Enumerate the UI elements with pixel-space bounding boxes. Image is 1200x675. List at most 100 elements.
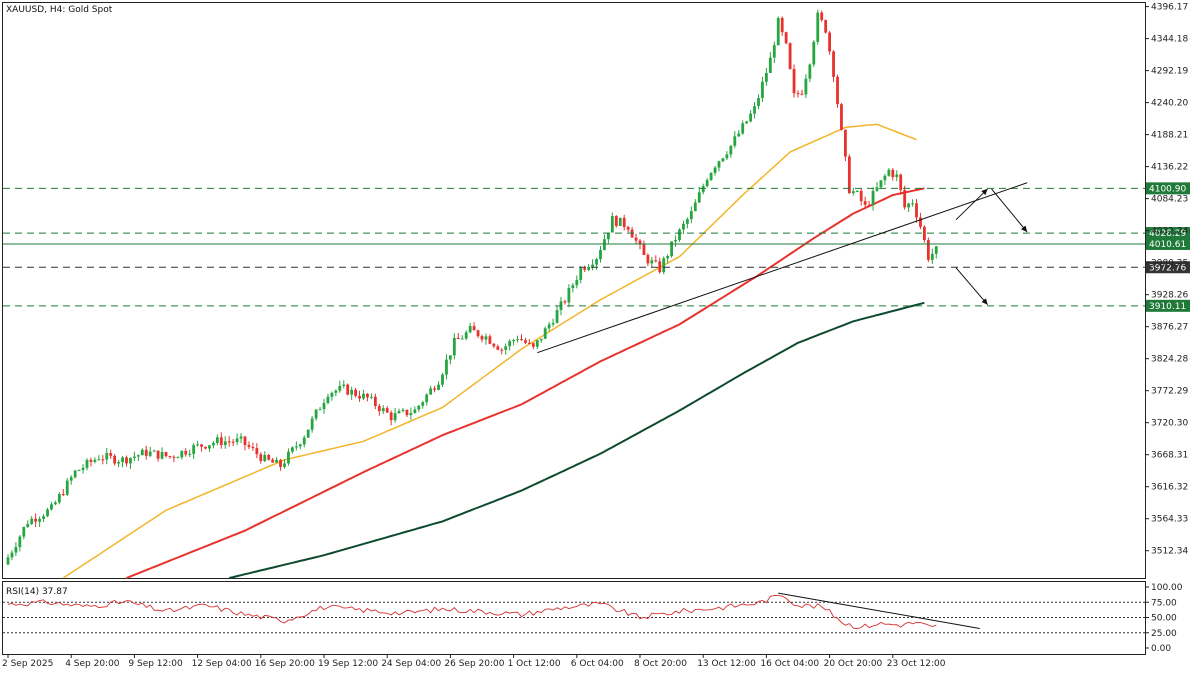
candle bbox=[832, 50, 835, 83]
rsi-tick-label: 100.00 bbox=[1151, 583, 1183, 593]
candle bbox=[713, 166, 717, 176]
candle-body bbox=[768, 57, 772, 73]
candle bbox=[255, 443, 259, 459]
candle-body bbox=[326, 396, 330, 403]
candle bbox=[38, 516, 41, 527]
candle bbox=[180, 450, 184, 460]
candle bbox=[472, 322, 476, 331]
candle bbox=[796, 90, 800, 98]
candle bbox=[200, 443, 203, 452]
rsi-pane-frame bbox=[2, 581, 1146, 655]
candle-body bbox=[279, 459, 282, 468]
candle-body bbox=[275, 459, 278, 463]
candle-body bbox=[188, 453, 192, 455]
candle bbox=[377, 403, 381, 416]
candle bbox=[231, 438, 235, 447]
candle-body bbox=[674, 239, 677, 242]
candle bbox=[445, 354, 448, 380]
candle-body bbox=[223, 441, 227, 446]
candle-body bbox=[381, 408, 385, 412]
candle bbox=[291, 446, 294, 454]
candle-body bbox=[792, 68, 796, 94]
candle bbox=[437, 381, 440, 391]
candle bbox=[26, 520, 30, 528]
candle bbox=[492, 342, 496, 349]
candle bbox=[219, 432, 223, 449]
candle-body bbox=[662, 258, 666, 273]
candle bbox=[267, 454, 271, 461]
candle bbox=[298, 443, 302, 449]
candle-body bbox=[456, 337, 460, 340]
candle-body bbox=[117, 462, 120, 464]
candle bbox=[571, 283, 575, 293]
candle-body bbox=[875, 187, 879, 191]
candle bbox=[610, 212, 614, 233]
candle bbox=[46, 507, 49, 518]
candle bbox=[208, 445, 211, 452]
candle bbox=[784, 31, 788, 45]
price-level-label: 4028.29 bbox=[1149, 229, 1186, 239]
candle bbox=[223, 436, 227, 449]
candle bbox=[144, 445, 148, 460]
candle-body bbox=[133, 456, 136, 458]
candle-body bbox=[433, 388, 436, 390]
candle-body bbox=[401, 409, 405, 412]
candle-body bbox=[563, 301, 567, 303]
candle bbox=[212, 440, 215, 449]
price-tick-label: 4032.24 bbox=[1151, 227, 1188, 237]
time-tick-label: 20 Oct 20:00 bbox=[824, 659, 883, 669]
candle-body bbox=[500, 349, 504, 351]
candle bbox=[366, 393, 369, 402]
candle-body bbox=[362, 393, 365, 399]
candle bbox=[235, 433, 239, 446]
candle bbox=[504, 343, 508, 355]
candle-body bbox=[682, 223, 685, 230]
candle-body bbox=[614, 216, 618, 226]
candle-body bbox=[172, 456, 176, 458]
candle-body bbox=[105, 453, 109, 460]
rsi-tick-label: 75.00 bbox=[1151, 598, 1177, 608]
price-tick-label: 3512.34 bbox=[1151, 547, 1188, 557]
candle bbox=[725, 151, 729, 161]
candle bbox=[840, 102, 843, 131]
candle bbox=[618, 217, 622, 227]
candle-body bbox=[377, 406, 381, 412]
candle-body bbox=[417, 405, 421, 410]
candle bbox=[919, 212, 922, 230]
candle-body bbox=[204, 446, 207, 449]
candle bbox=[717, 160, 721, 172]
candle bbox=[757, 94, 760, 110]
candle-body bbox=[425, 394, 429, 403]
candle-body bbox=[595, 259, 598, 265]
candle-body bbox=[405, 409, 409, 416]
candle-body bbox=[575, 279, 579, 286]
candle-body bbox=[413, 409, 417, 414]
candle bbox=[650, 257, 654, 268]
scenario-arrow bbox=[955, 267, 988, 305]
candle bbox=[188, 449, 192, 457]
candle-body bbox=[753, 106, 756, 114]
price-level-badge bbox=[1146, 227, 1190, 240]
time-tick-label: 24 Sep 04:00 bbox=[381, 659, 441, 669]
candle-body bbox=[903, 190, 907, 208]
price-tick-label: 3980.25 bbox=[1151, 259, 1188, 269]
candle bbox=[749, 110, 752, 123]
candle bbox=[97, 455, 101, 461]
candle-body bbox=[263, 454, 267, 462]
candle bbox=[867, 200, 871, 207]
time-tick-label: 19 Sep 12:00 bbox=[318, 659, 378, 669]
candle bbox=[93, 457, 97, 464]
candle-body bbox=[512, 340, 515, 342]
price-tick-label: 3876.27 bbox=[1151, 323, 1188, 333]
candle bbox=[555, 305, 559, 324]
candle-body bbox=[531, 343, 535, 347]
candle-body bbox=[370, 396, 373, 398]
candle-body bbox=[22, 526, 26, 537]
candle bbox=[322, 398, 326, 414]
candle bbox=[689, 206, 693, 224]
candle-body bbox=[855, 190, 859, 192]
rsi-line bbox=[7, 594, 937, 630]
candle-body bbox=[713, 167, 717, 173]
candle-body bbox=[812, 41, 816, 65]
